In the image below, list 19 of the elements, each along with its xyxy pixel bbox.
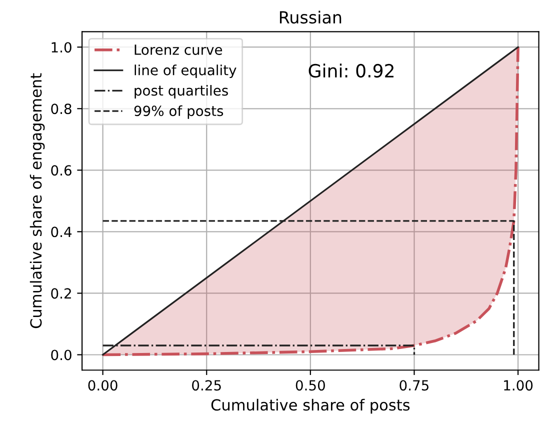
x-tick-label: 0.00 <box>88 380 118 391</box>
y-tick-label: 0.4 <box>51 226 72 238</box>
x-tick-label: 0.75 <box>400 380 428 391</box>
legend-label: 99% of posts <box>134 105 224 119</box>
x-axis-title: Cumulative share of posts <box>211 398 410 414</box>
y-tick-label: 0.8 <box>51 104 72 114</box>
y-tick-label: 0.2 <box>51 288 71 299</box>
legend-label: line of equality <box>134 64 236 78</box>
y-tick-label: 1.0 <box>52 42 72 53</box>
y-axis-title: Cumulative share of engagement <box>30 73 45 328</box>
y-tick-label: 0.6 <box>51 165 72 176</box>
legend-label: Lorenz curve <box>134 44 222 55</box>
y-tick-label: 0.0 <box>51 350 72 360</box>
x-tick-label: 0.50 <box>296 380 325 391</box>
chart-title: Russian <box>280 10 342 24</box>
legend-label: post quartiles <box>134 85 228 98</box>
annotation: Gini: 0.92 <box>308 64 394 78</box>
x-tick-label: 0.25 <box>192 380 221 391</box>
x-tick-label: 1.00 <box>504 380 533 391</box>
